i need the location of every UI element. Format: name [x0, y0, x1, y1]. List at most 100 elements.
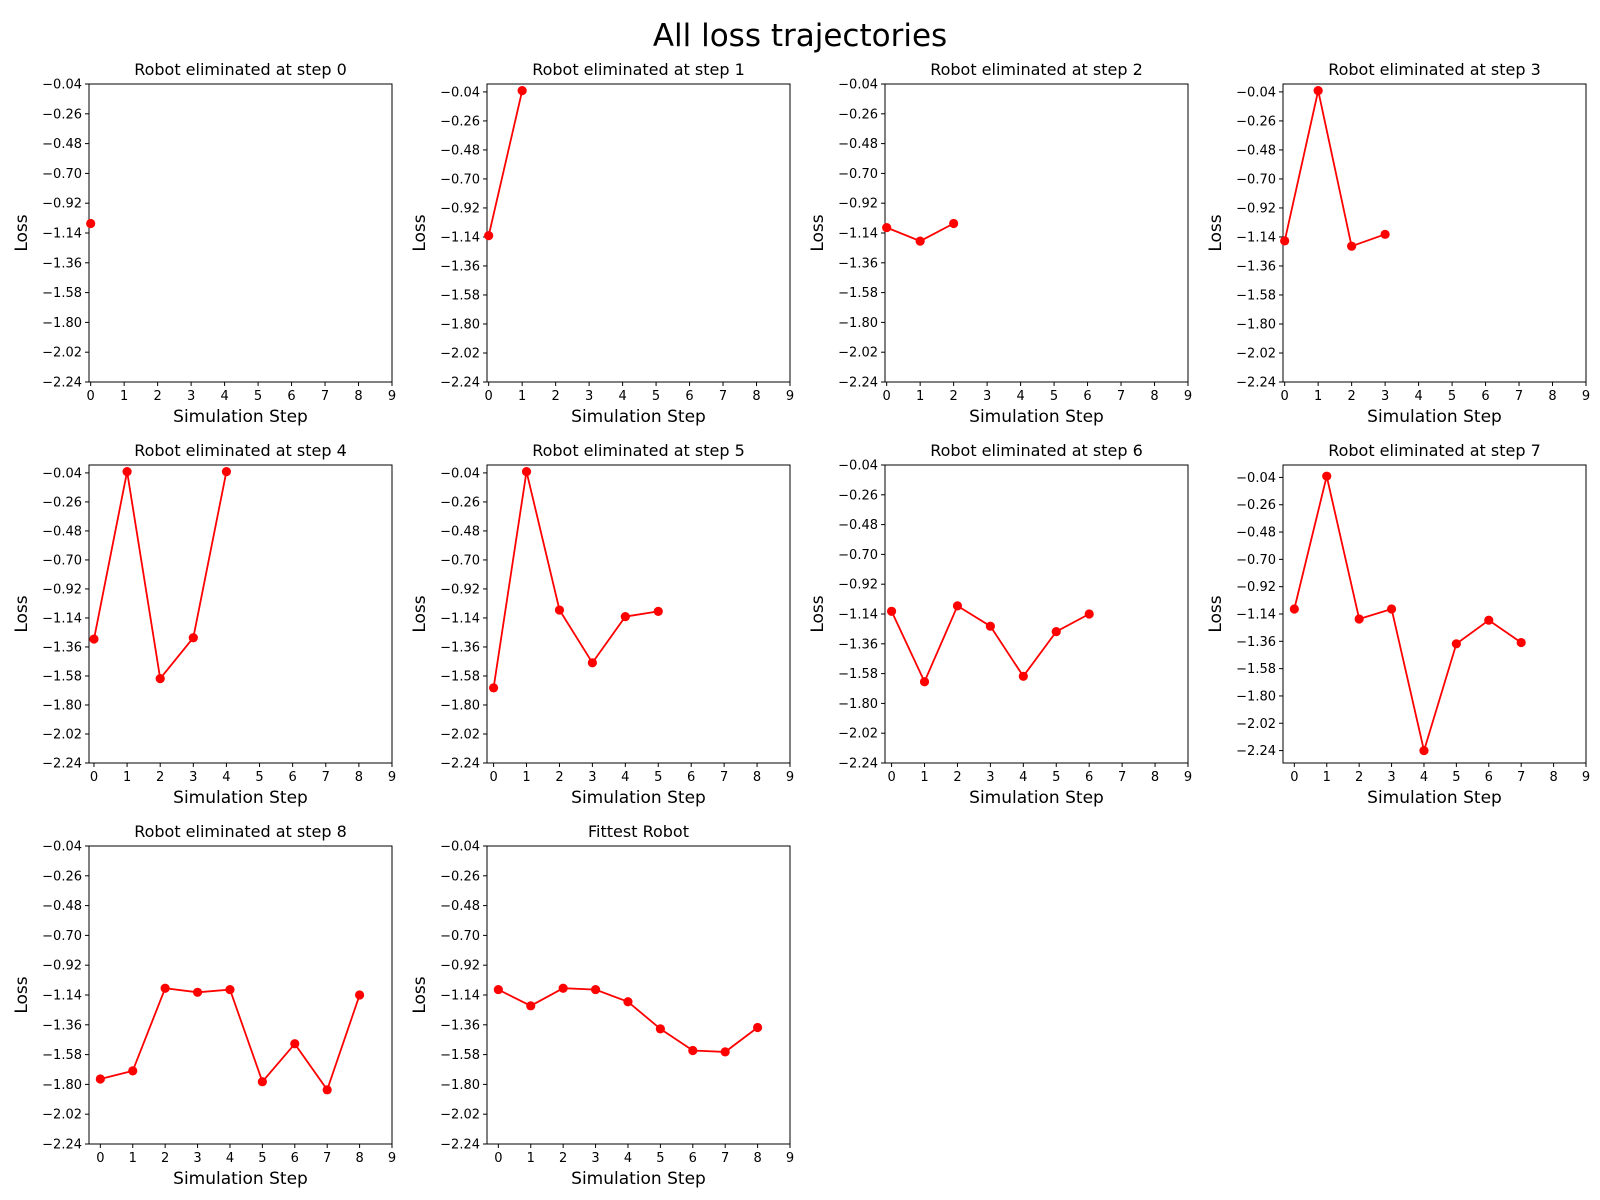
y-tick-label: −0.04: [440, 85, 480, 100]
x-tick-label: 6: [289, 770, 297, 785]
y-tick-label: −0.92: [1236, 201, 1276, 216]
y-tick-label: −0.70: [1236, 553, 1276, 568]
y-tick-label: −0.26: [42, 495, 82, 510]
y-tick-label: −0.70: [838, 548, 878, 563]
data-point: [521, 466, 532, 477]
y-tick-label: −2.24: [440, 376, 480, 391]
y-tick-label: −2.24: [838, 757, 878, 772]
x-tick-label: 4: [1016, 389, 1024, 404]
y-tick-label: −0.26: [838, 488, 878, 503]
x-tick-label: 5: [1050, 389, 1058, 404]
y-tick-label: −0.70: [440, 553, 480, 568]
y-tick-label: −1.58: [42, 1048, 82, 1063]
y-tick-label: −1.80: [42, 1078, 82, 1093]
x-tick-label: 4: [624, 1151, 632, 1166]
x-tick-label: 0: [883, 389, 891, 404]
x-tick-label: 4: [621, 770, 629, 785]
data-point: [655, 1024, 665, 1034]
y-tick-label: −1.58: [1236, 288, 1276, 303]
x-tick-label: 7: [1117, 389, 1125, 404]
x-axis-label: Simulation Step: [571, 407, 706, 427]
data-point: [1313, 85, 1323, 96]
series-line: [1293, 475, 1522, 755]
x-tick-label: 6: [685, 389, 693, 404]
data-point: [493, 984, 503, 995]
x-tick-label: 5: [258, 1151, 266, 1166]
y-axis-label: Loss: [12, 976, 32, 1013]
x-tick-label: 6: [287, 389, 295, 404]
x-tick-label: 9: [786, 770, 794, 785]
y-tick-label: −1.36: [440, 1018, 480, 1033]
x-tick-label: 8: [355, 770, 363, 785]
x-tick-label: 5: [255, 770, 263, 785]
axes-frame: [88, 464, 393, 764]
x-tick-label: 3: [986, 770, 994, 785]
data-point: [484, 231, 494, 241]
y-tick-label: −0.04: [1236, 471, 1276, 486]
subplot-8: Robot eliminated at step 8 −0.04 −0.26 −0.4…: [12, 822, 396, 1189]
y-tick-label: −1.36: [838, 256, 878, 271]
y-tick-label: −2.02: [42, 1108, 82, 1123]
y-tick-label: −0.48: [440, 899, 480, 914]
x-tick-label: 0: [1290, 770, 1298, 785]
x-tick-label: 7: [720, 770, 728, 785]
y-tick-label: −2.24: [1236, 376, 1276, 391]
y-axis-label: Loss: [12, 214, 32, 251]
x-tick-label: 9: [388, 770, 396, 785]
y-tick-label: −2.24: [42, 376, 82, 391]
x-tick-label: 1: [1323, 770, 1331, 785]
y-tick-label: −1.36: [42, 256, 82, 271]
y-tick-label: −0.48: [1236, 526, 1276, 541]
x-tick-label: 8: [753, 1151, 761, 1166]
x-tick-label: 3: [591, 1151, 599, 1166]
x-tick-label: 0: [887, 770, 895, 785]
data-point: [1354, 614, 1364, 624]
x-tick-label: 6: [291, 1151, 299, 1166]
data-point: [354, 990, 365, 1000]
x-tick-label: 2: [153, 389, 161, 404]
x-tick-label: 4: [222, 770, 230, 785]
x-tick-label: 4: [220, 389, 228, 404]
x-tick-label: 0: [1281, 389, 1289, 404]
x-tick-label: 6: [1083, 389, 1091, 404]
y-tick-label: −1.14: [838, 227, 878, 242]
x-axis-label: Simulation Step: [173, 407, 308, 427]
y-tick-label: −1.36: [42, 1018, 82, 1033]
x-tick-label: 2: [161, 1151, 169, 1166]
x-tick-label: 6: [1481, 389, 1489, 404]
data-point: [1347, 241, 1357, 251]
series-line: [1283, 90, 1386, 248]
axes-frame: [884, 464, 1189, 764]
y-tick-label: −1.14: [42, 227, 82, 242]
y-tick-label: −1.80: [440, 698, 480, 713]
x-tick-label: 1: [123, 770, 131, 785]
x-tick-label: 7: [719, 389, 727, 404]
data-point: [128, 1066, 138, 1076]
y-tick-label: −0.04: [838, 459, 878, 474]
y-tick-label: −0.26: [440, 495, 480, 510]
y-tick-label: −0.26: [1236, 114, 1276, 129]
y-tick-label: −1.80: [1236, 317, 1276, 332]
series-line: [890, 604, 1090, 684]
y-tick-label: −0.70: [42, 929, 82, 944]
x-tick-label: 1: [920, 770, 928, 785]
subplot-title: Fittest Robot: [588, 822, 689, 841]
x-tick-label: 5: [652, 389, 660, 404]
data-point: [1084, 609, 1094, 619]
x-tick-label: 7: [323, 1151, 331, 1166]
data-point: [919, 677, 930, 687]
y-tick-label: −0.92: [838, 578, 878, 593]
axes-frame: [88, 83, 393, 383]
x-tick-label: 5: [1052, 770, 1060, 785]
x-tick-label: 1: [518, 389, 526, 404]
x-axis-label: Simulation Step: [1367, 788, 1502, 808]
y-axis-label: Loss: [410, 976, 430, 1013]
y-tick-label: −0.48: [42, 899, 82, 914]
y-tick-label: −0.92: [440, 582, 480, 597]
y-tick-label: −2.02: [440, 727, 480, 742]
data-point: [322, 1085, 332, 1095]
x-tick-label: 4: [226, 1151, 234, 1166]
y-tick-label: −0.26: [42, 869, 82, 884]
x-tick-label: 2: [1355, 770, 1363, 785]
series-line: [100, 987, 361, 1092]
